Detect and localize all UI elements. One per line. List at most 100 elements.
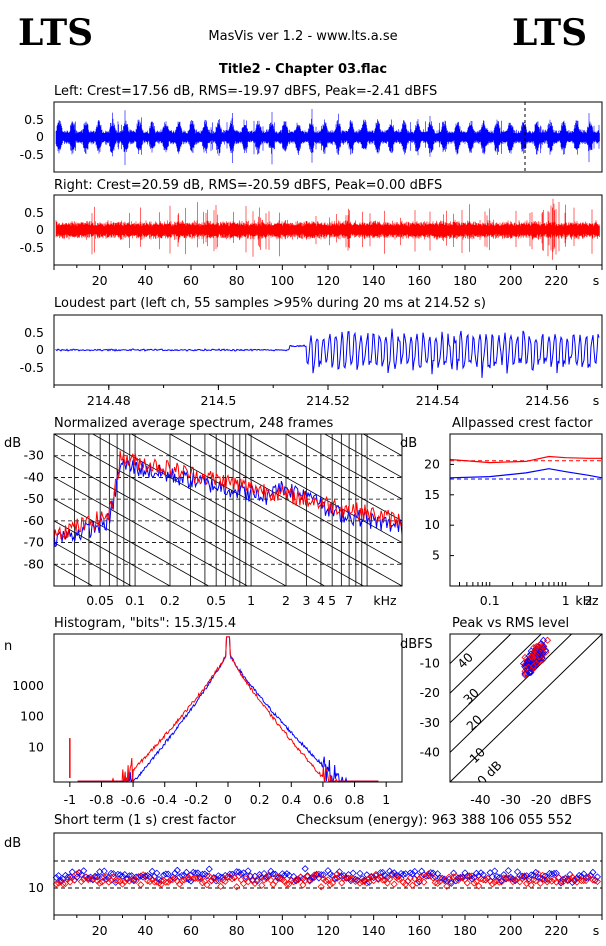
stc-point	[509, 878, 517, 886]
stc-point	[395, 875, 403, 883]
pvr-point	[534, 644, 542, 652]
stc-point	[308, 873, 316, 881]
spectrum-slope-line	[246, 434, 402, 522]
loudest-xunit: s	[593, 393, 600, 408]
stc-point	[233, 868, 241, 876]
right-x-label-4: 100	[270, 273, 294, 288]
histogram-xtick-6: 0.2	[250, 792, 270, 807]
spectrum-xtick-7: 4	[317, 593, 325, 608]
stc-point	[306, 876, 314, 884]
stc-point	[223, 873, 232, 881]
left-ytick-1: 0	[36, 129, 44, 144]
histogram-plot	[69, 636, 379, 782]
stc-point	[146, 878, 154, 886]
right-x-label-0: 20	[92, 273, 108, 288]
histogram-xtick-9: 0.8	[345, 792, 365, 807]
stc-point	[59, 880, 67, 888]
stc-point	[388, 870, 396, 878]
stc-point	[192, 869, 200, 877]
spectrum-clipped	[54, 434, 402, 586]
spectrum-slope-line	[54, 542, 133, 586]
stc-x-label-7: 160	[407, 923, 431, 938]
stc-point	[292, 876, 300, 884]
pvr-point	[536, 648, 544, 656]
stc-point	[504, 867, 512, 875]
stc-point	[548, 877, 556, 885]
stc-point	[164, 870, 172, 878]
stc-point	[242, 875, 250, 883]
stc-point	[390, 880, 398, 888]
stc-point	[399, 870, 407, 879]
allpass-series-1	[449, 468, 603, 479]
stc-point	[347, 875, 355, 883]
spectrum-slope-line	[54, 477, 249, 586]
stc-point	[529, 876, 538, 884]
stc-point	[171, 869, 179, 877]
spectrum-plot	[54, 434, 402, 586]
stc-point	[91, 872, 99, 880]
loudest-ytick-0: 0.5	[24, 325, 44, 340]
spectrum-ytick-5: -80	[24, 556, 44, 571]
loudest-series	[55, 328, 600, 378]
spectrum-frame	[53, 433, 403, 587]
stc-point	[178, 871, 186, 880]
right-x-label-2: 60	[183, 273, 199, 288]
stc-point	[228, 875, 236, 883]
pvr-diagonal-label-1: 30	[460, 685, 482, 707]
stc-point	[157, 877, 165, 885]
stc-point	[564, 877, 572, 885]
stc-x-label-0: 20	[92, 923, 108, 938]
histogram-title: Histogram, "bits": 15.3/15.4	[54, 616, 236, 631]
right-x-label-5: 120	[316, 273, 340, 288]
stc-point	[443, 882, 451, 890]
stc-point	[301, 865, 309, 873]
right-x-label-8: 180	[453, 273, 477, 288]
right-waveform-title: Right: Crest=20.59 dB, RMS=-20.59 dBFS, …	[54, 178, 442, 193]
stc-x-label-1: 40	[137, 923, 153, 938]
stc-point	[93, 873, 101, 881]
stc-point	[324, 876, 332, 884]
loudest-plot	[55, 328, 600, 378]
stc-x-label-9: 200	[499, 923, 523, 938]
stc-point	[283, 880, 291, 888]
pvr-frame	[449, 633, 603, 783]
stc-point	[292, 877, 300, 885]
stc-point	[363, 879, 371, 887]
stc-point	[141, 872, 149, 880]
stc-point	[539, 871, 547, 879]
stc-point	[198, 879, 206, 887]
histogram-xtick-10: 1	[382, 792, 390, 807]
stc-point	[80, 867, 88, 875]
stc-x-unit: s	[593, 923, 600, 938]
allpass-frame	[449, 433, 603, 587]
app-title: MasVis ver 1.2 - www.lts.a.se	[208, 29, 397, 44]
stc-point	[141, 872, 149, 881]
left-waveform-series	[55, 109, 600, 165]
spectrum-slope-line	[91, 434, 365, 586]
stc-point	[584, 873, 592, 881]
allpass-xunit: kHz	[575, 593, 599, 608]
histogram-left-series	[77, 636, 379, 782]
stc-ylabel: dB	[4, 836, 21, 851]
spectrum-xtick-4: 1	[247, 593, 255, 608]
histogram-xtick-3: -0.4	[153, 792, 177, 807]
pvr-point	[529, 662, 538, 670]
stc-ytick-0: 10	[28, 880, 44, 895]
spectrum-slope-line	[323, 434, 402, 478]
histogram-xtick-7: 0.4	[281, 792, 301, 807]
stc-point	[55, 872, 63, 880]
spectrum-ytick-1: -40	[24, 469, 44, 484]
stc-point	[102, 873, 111, 881]
pvr-point	[524, 657, 532, 665]
stc-x-label-8: 180	[453, 923, 477, 938]
stc-point	[593, 877, 601, 886]
pvr-xtick-1: -30	[501, 792, 521, 807]
loudest-xlabel-1: 214.5	[201, 393, 237, 408]
stc-point	[98, 878, 106, 886]
pvr-diagonal-10	[450, 634, 573, 754]
pvr-ytick-1: -20	[420, 685, 440, 700]
stc-point	[589, 868, 597, 876]
stc-point	[388, 871, 396, 879]
pvr-point	[533, 658, 541, 666]
